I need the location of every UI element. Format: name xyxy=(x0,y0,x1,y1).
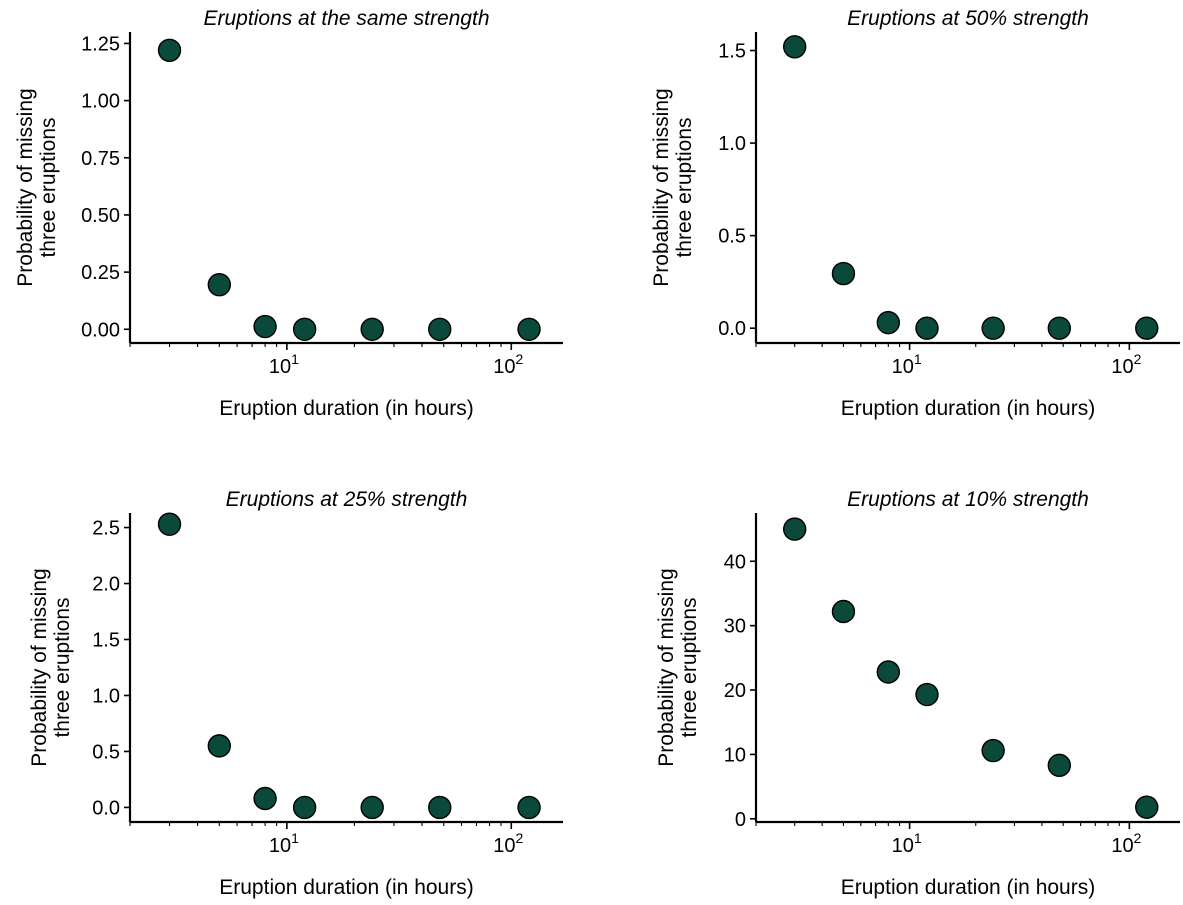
y-tick-label: 1.00 xyxy=(81,91,120,113)
data-point xyxy=(207,272,232,297)
x-axis-label: Eruption duration (in hours) xyxy=(841,876,1095,899)
y-tick-label: 10 xyxy=(724,744,746,766)
data-point xyxy=(517,795,541,820)
data-point xyxy=(981,738,1005,763)
chart-panel: Eruptions at 50% strength 0.0 0.5 1.0 1.5 101… xyxy=(650,7,1180,420)
y-tick-label: 2.0 xyxy=(92,574,120,596)
y-tick-label: 0.5 xyxy=(718,226,746,248)
y-tick-label: 0.50 xyxy=(81,205,120,227)
data-point xyxy=(1135,316,1159,340)
data-point xyxy=(292,317,317,341)
y-tick-label: 0.5 xyxy=(92,741,120,763)
x-tick-label: 102 xyxy=(493,351,523,378)
data-point xyxy=(782,35,807,59)
data-point xyxy=(1047,753,1072,778)
y-tick-label: 40 xyxy=(724,551,746,573)
x-tick-label: 101 xyxy=(269,351,299,378)
y-tick-label: 0 xyxy=(735,809,746,831)
chart-panel: Eruptions at 10% strength 0 10 20 30 40 101 102… xyxy=(655,488,1180,899)
data-point xyxy=(876,310,901,335)
chart-title: Eruptions at 25% strength xyxy=(226,488,468,511)
y-tick-label: 1.5 xyxy=(92,630,120,652)
data-point xyxy=(782,517,807,541)
data-point xyxy=(428,317,452,341)
data-point xyxy=(1047,316,1072,340)
data-point xyxy=(876,660,901,684)
data-point xyxy=(517,317,541,341)
data-point xyxy=(157,38,182,62)
y-tick-label: 30 xyxy=(724,616,746,638)
y-axis-label: Probability of missingthree eruptions xyxy=(650,88,696,286)
data-point xyxy=(253,314,277,339)
data-point xyxy=(207,734,232,758)
chart-title: Eruptions at the same strength xyxy=(204,7,490,30)
data-point xyxy=(915,316,939,340)
y-tick-label: 1.0 xyxy=(718,133,746,155)
y-axis-label: Probability of missingthree eruptions xyxy=(655,568,701,766)
x-axis-label: Eruption duration (in hours) xyxy=(219,876,473,899)
y-tick-label: 1.5 xyxy=(718,41,746,63)
y-tick-label: 0.0 xyxy=(92,797,120,819)
data-point xyxy=(360,795,384,820)
chart-panel: Eruptions at 25% strength 0.0 0.5 1.0 1.5 2.0… xyxy=(28,488,563,899)
data-point xyxy=(292,795,317,820)
data-point xyxy=(253,786,277,811)
y-tick-label: 1.0 xyxy=(92,685,120,707)
x-tick-label: 101 xyxy=(269,830,299,857)
y-tick-label: 2.5 xyxy=(92,518,120,540)
y-tick-label: 1.25 xyxy=(81,33,120,55)
data-point xyxy=(157,512,182,536)
y-tick-label: 0.75 xyxy=(81,148,120,170)
data-point xyxy=(981,316,1005,340)
y-tick-label: 20 xyxy=(724,680,746,702)
x-tick-label: 102 xyxy=(493,830,523,857)
y-axis-label: Probability of missingthree eruptions xyxy=(28,568,74,766)
y-tick-label: 0.00 xyxy=(81,319,120,341)
data-point xyxy=(915,682,939,707)
chart-panel: Eruptions at the same strength 0.00 0.25 0.… xyxy=(14,7,563,420)
data-point xyxy=(831,599,856,624)
x-tick-label: 102 xyxy=(1111,830,1141,857)
y-axis-label: Probability of missingthree eruptions xyxy=(14,88,60,286)
x-tick-label: 101 xyxy=(892,351,922,378)
x-tick-label: 102 xyxy=(1111,351,1141,378)
data-point xyxy=(360,317,384,341)
x-axis-label: Eruption duration (in hours) xyxy=(219,397,473,420)
chart-title: Eruptions at 10% strength xyxy=(847,488,1089,511)
chart-title: Eruptions at 50% strength xyxy=(847,7,1089,30)
data-point xyxy=(428,795,452,820)
data-point xyxy=(831,261,856,286)
y-tick-label: 0.25 xyxy=(81,262,120,284)
data-point xyxy=(1135,795,1159,819)
y-tick-label: 0.0 xyxy=(718,318,746,340)
x-tick-label: 101 xyxy=(892,830,922,857)
x-axis-label: Eruption duration (in hours) xyxy=(841,397,1095,420)
